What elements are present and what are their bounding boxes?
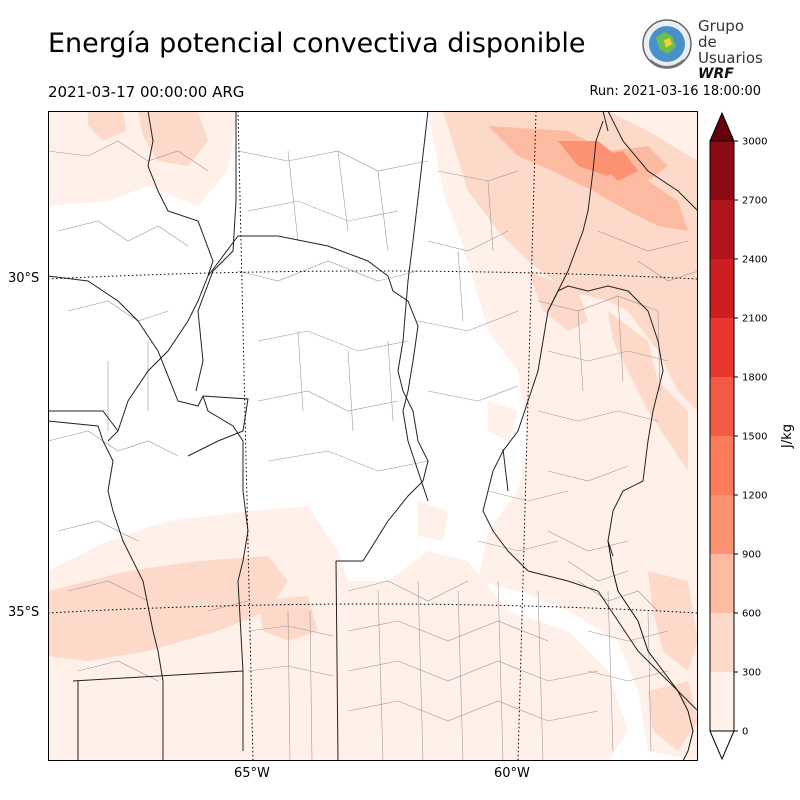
- department-boundaries: [48, 140, 698, 761]
- province-boundaries: [48, 111, 698, 761]
- lat-label-35s: 35°S: [8, 605, 40, 620]
- colorbar-tick-label: 3000: [742, 137, 767, 148]
- colorbar-tick-label: 600: [742, 609, 761, 620]
- colorbar-tick-label: 2700: [742, 196, 767, 207]
- colorbar-unit-label: J/kg: [780, 424, 795, 449]
- map-frame: [48, 111, 698, 761]
- colorbar-min-arrow: [709, 730, 735, 761]
- colorbar-segment: [710, 377, 734, 436]
- colorbar-segments: [710, 141, 734, 731]
- colorbar-segment: [710, 436, 734, 495]
- coastline: [607, 540, 694, 761]
- colorbar-tick-label: 2100: [742, 314, 767, 325]
- colorbar-ticks: 0 300 600 900 1200 1500 1800 2100 2400 2700 3000: [734, 137, 767, 738]
- colorbar-max-arrow: [709, 111, 735, 142]
- colorbar-segment: [710, 672, 734, 731]
- colorbar-segment: [710, 613, 734, 672]
- colorbar-tick-label: 900: [742, 550, 761, 561]
- run-time: Run: 2021-03-16 18:00:00: [589, 84, 761, 99]
- colorbar-segment: [710, 554, 734, 613]
- cape-shading-peak: [558, 141, 638, 181]
- colorbar: 0 300 600 900 1200 1500 1800 2100 2400 2700 3000 J…: [709, 111, 795, 761]
- wrf-users-logo: Grupo de Usuarios WRF: [638, 16, 763, 82]
- colorbar-tick-label: 1800: [742, 373, 767, 384]
- colorbar-segment: [710, 259, 734, 318]
- cape-map: [48, 111, 698, 761]
- valid-time: 2021-03-17 00:00:00 ARG: [48, 83, 245, 101]
- map-title: Energía potencial convectiva disponible: [48, 28, 586, 59]
- colorbar-tick-label: 1200: [742, 491, 767, 502]
- colorbar-segment: [710, 318, 734, 377]
- colorbar-tick-label: 300: [742, 668, 761, 679]
- colorbar-tick-label: 0: [742, 727, 748, 738]
- logo-line-1: Grupo de: [698, 17, 744, 51]
- colorbar-segment: [710, 200, 734, 259]
- logo-line-3: WRF: [698, 66, 734, 82]
- globe-logo-icon: [642, 19, 692, 69]
- logo-line-2: Usuarios: [698, 49, 763, 67]
- lon-label-60w: 60°W: [494, 766, 530, 781]
- lon-label-65w: 65°W: [234, 766, 270, 781]
- colorbar-tick-label: 1500: [742, 432, 767, 443]
- graticule: [48, 111, 698, 761]
- lat-label-30s: 30°S: [8, 271, 40, 286]
- colorbar-segment: [710, 495, 734, 554]
- colorbar-tick-label: 2400: [742, 255, 767, 266]
- colorbar-segment: [710, 141, 734, 200]
